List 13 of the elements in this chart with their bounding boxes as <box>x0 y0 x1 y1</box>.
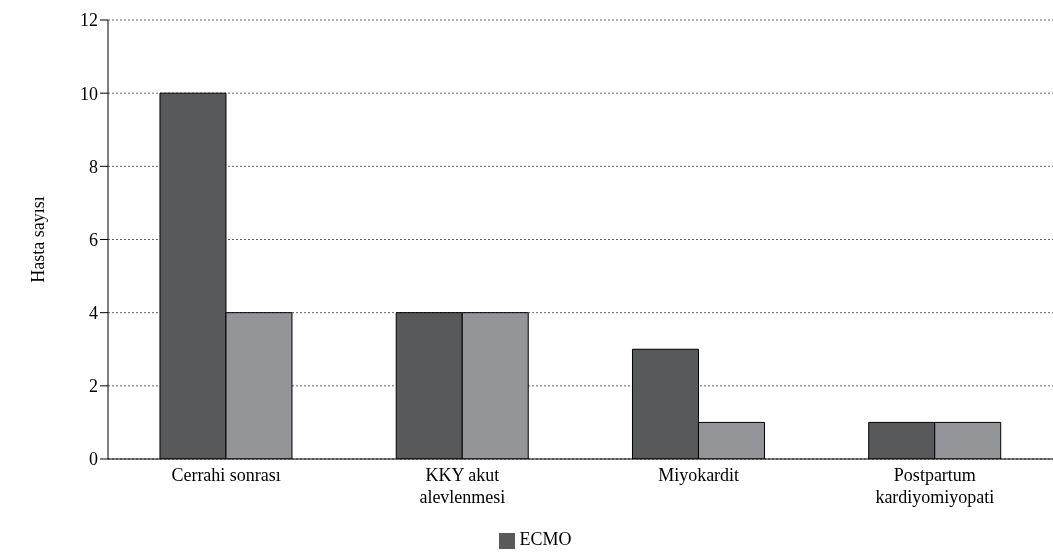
y-tick-label: 12 <box>80 10 98 31</box>
y-tick-label: 0 <box>89 449 98 470</box>
x-tick-label: Cerrahi sonrası <box>171 465 281 485</box>
x-tick-label: KKY akut alevlenmesi <box>419 465 506 507</box>
y-tick-label: 4 <box>89 303 98 324</box>
y-axis-title: Hasta sayısı <box>28 196 49 283</box>
x-tick-label: Postpartum kardiyomiyopati <box>875 465 995 507</box>
legend-label: ECMO <box>519 529 572 549</box>
y-tick-label: 10 <box>80 83 98 104</box>
y-tick-label: 6 <box>89 229 98 250</box>
x-tick-label: Miyokardit <box>658 465 740 485</box>
y-tick-label: 2 <box>89 376 98 397</box>
y-tick-label: 8 <box>89 156 98 177</box>
